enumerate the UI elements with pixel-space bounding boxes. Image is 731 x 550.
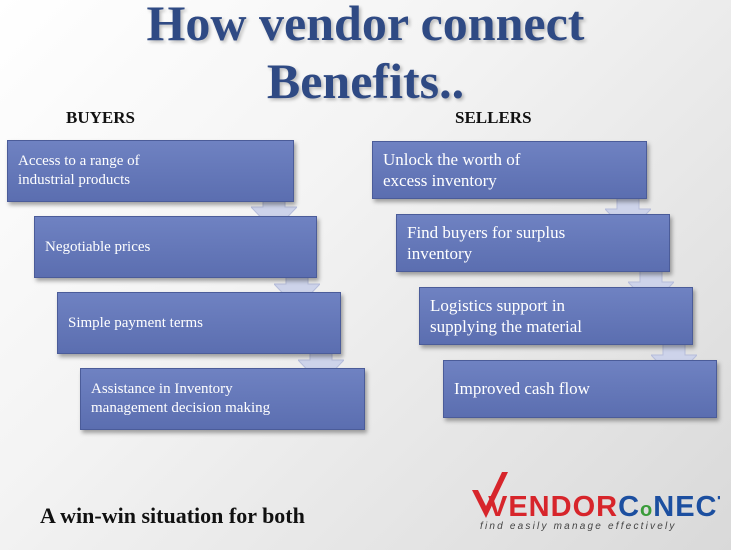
title-line-1: How vendor connect	[146, 0, 585, 51]
seller-step-2: Find buyers for surplus inventory	[396, 214, 670, 272]
buyer-step-4: Assistance in Inventory management decisi…	[80, 368, 365, 430]
buyer-step-1: Access to a range of industrial products	[7, 140, 294, 202]
check-mark-icon	[472, 472, 508, 518]
buyer-step-3: Simple payment terms	[57, 292, 341, 354]
title-line-2: Benefits..	[266, 53, 465, 109]
buyer-step-2: Negotiable prices	[34, 216, 317, 278]
svg-text:VENDORCoNECT: VENDORCoNECT	[488, 491, 720, 523]
sellers-heading: SELLERS	[455, 108, 532, 127]
seller-step-3: Logistics support in supplying the materi…	[419, 287, 693, 345]
buyers-heading: BUYERS	[66, 108, 135, 127]
svg-text:find easily manage effectively: find easily manage effectively	[480, 521, 677, 532]
seller-step-1: Unlock the worth of excess inventory	[372, 141, 647, 199]
seller-step-4: Improved cash flow	[443, 360, 717, 418]
vendor-connect-logo: VENDORCoNECT find easily manage effectiv…	[472, 472, 720, 532]
footer-tagline: A win-win situation for both	[40, 503, 305, 528]
